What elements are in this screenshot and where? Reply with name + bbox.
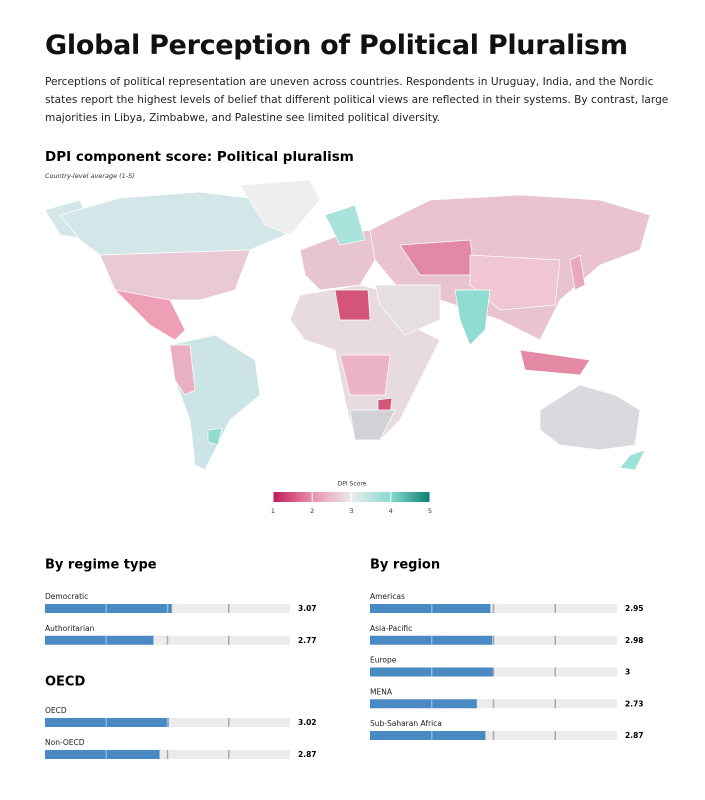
bar-track <box>370 667 617 677</box>
value-label: 3.02 <box>298 718 317 727</box>
legend: 1 2 3 4 5 <box>271 492 432 515</box>
bar <box>370 699 477 709</box>
value-label: 3.07 <box>298 604 317 613</box>
bar-track <box>45 635 290 645</box>
chart-title: By regime type <box>45 558 157 573</box>
value-label: 2.87 <box>298 750 317 759</box>
value-label: 3 <box>625 668 630 677</box>
category-label: Europe <box>370 656 397 665</box>
category-label: Non-OECD <box>45 738 85 747</box>
bar-track <box>370 731 617 740</box>
value-label: 2.87 <box>625 731 644 740</box>
bar <box>45 635 154 645</box>
bar-track <box>370 699 617 709</box>
legend-tick-label: 1 <box>271 507 275 515</box>
value-label: 2.73 <box>625 699 644 708</box>
description: Perceptions of political representation … <box>45 76 669 124</box>
chart-title: OECD <box>45 675 85 690</box>
legend-tick-label: 4 <box>389 507 393 515</box>
category-label: Authoritarian <box>45 624 95 633</box>
legend-tick-label: 3 <box>349 507 353 515</box>
map-title: DPI component score: Political pluralism <box>45 149 354 165</box>
bar-track <box>45 750 290 759</box>
bar-track <box>45 604 290 613</box>
category-label: Americas <box>370 592 405 601</box>
world-map <box>44 179 651 471</box>
bar <box>45 604 172 613</box>
category-label: Sub-Saharan Africa <box>370 719 442 728</box>
color-bar <box>273 492 430 502</box>
category-label: Asia-Pacific <box>370 624 412 633</box>
category-label: Democratic <box>45 592 88 601</box>
bar <box>370 604 491 613</box>
legend-tick-label: 5 <box>428 507 432 515</box>
value-label: 2.77 <box>298 636 317 645</box>
bar <box>370 731 486 740</box>
legend-title: DPI Score <box>338 481 367 488</box>
bar <box>370 635 493 645</box>
bar-track <box>370 635 617 645</box>
chart-title: By region <box>370 558 440 573</box>
category-label: OECD <box>45 706 67 715</box>
bar-track <box>45 718 290 727</box>
bar-charts: By regime type Democratic 3.07 Authoritaria… <box>45 558 644 759</box>
map-subtitle: Country-level average (1-5) <box>45 172 135 180</box>
category-label: MENA <box>370 687 393 696</box>
bar <box>45 750 160 759</box>
bar <box>370 667 494 677</box>
bar-track <box>370 604 617 613</box>
page-title: Global Perception of Political Pluralism <box>45 30 628 61</box>
legend-tick-label: 2 <box>310 507 314 515</box>
value-label: 2.95 <box>625 604 644 613</box>
bar <box>45 718 169 727</box>
value-label: 2.98 <box>625 636 644 645</box>
